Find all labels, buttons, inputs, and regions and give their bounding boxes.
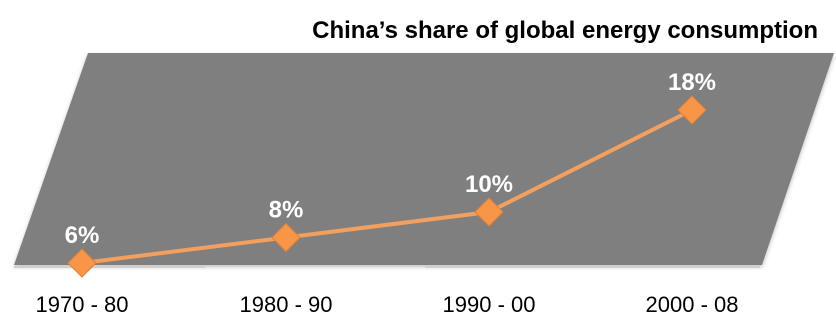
data-point-marker (271, 222, 301, 253)
data-label: 18% (668, 69, 716, 96)
category-axis: 1970 - 80 1980 - 90 1990 - 00 2000 - 08 (36, 292, 739, 317)
data-label-layer: 6% 8% 10% 18% (65, 69, 716, 249)
category-tick-label: 1970 - 80 (36, 292, 129, 317)
category-tick-label: 2000 - 08 (646, 292, 739, 317)
chart-title: China’s share of global energy consumpti… (312, 17, 818, 44)
data-label: 6% (65, 222, 100, 249)
data-label: 10% (465, 171, 513, 198)
data-point-marker (67, 248, 97, 278)
category-tick-label: 1990 - 00 (443, 292, 536, 317)
plot-area (14, 53, 834, 265)
data-point-marker (677, 95, 707, 125)
series-layer (81, 108, 693, 265)
category-tick-label: 1980 - 90 (240, 292, 333, 317)
marker-layer (67, 95, 707, 278)
series-line (81, 108, 693, 265)
data-point-marker (474, 197, 504, 227)
data-label: 8% (269, 197, 304, 224)
